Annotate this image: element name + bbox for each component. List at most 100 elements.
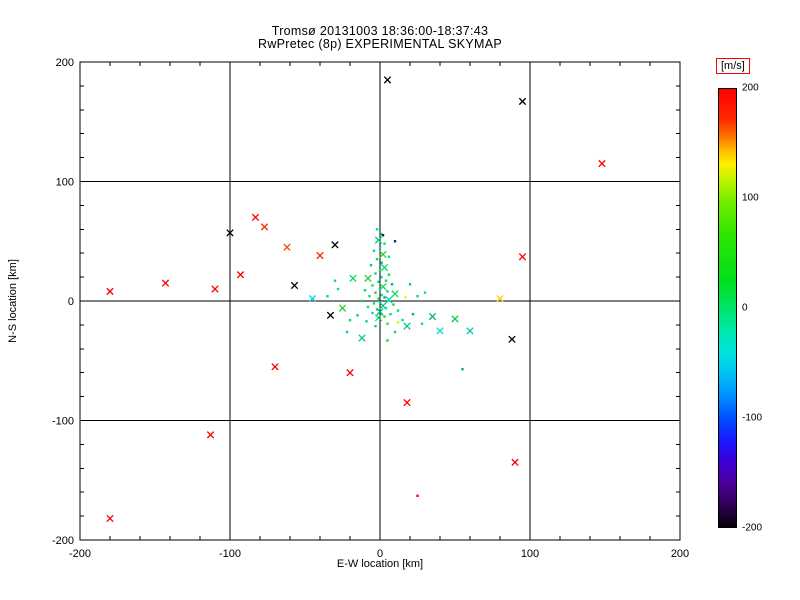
data-point-x-marker — [374, 236, 383, 244]
y-tick-label: 0 — [68, 296, 74, 308]
data-point-x-marker — [508, 335, 516, 343]
data-point-dot — [392, 303, 395, 306]
data-point-x-marker — [380, 263, 389, 272]
data-point-x-marker — [290, 281, 299, 290]
data-point-dot — [384, 306, 388, 310]
data-point-dot — [365, 320, 368, 323]
data-point-dot — [387, 273, 391, 276]
data-point-x-marker — [364, 274, 372, 282]
data-point-dot — [374, 272, 377, 275]
data-point-dot — [378, 300, 382, 304]
data-point-x-marker — [403, 322, 411, 330]
data-point-dot — [404, 296, 407, 299]
data-point-x-marker — [251, 213, 260, 222]
data-point-dot — [383, 242, 386, 245]
data-point-dot — [374, 291, 377, 294]
data-point-dot — [360, 299, 364, 303]
data-point-x-marker — [403, 398, 411, 407]
data-point-x-marker — [283, 243, 291, 251]
data-point-dot — [396, 309, 400, 312]
colorbar — [718, 88, 737, 528]
data-point-x-marker — [511, 458, 519, 466]
data-point-dot — [336, 287, 340, 291]
data-point-x-marker — [466, 327, 474, 335]
data-point-dot — [378, 287, 382, 291]
y-tick-label: -200 — [52, 535, 74, 547]
data-point-dot — [326, 295, 329, 298]
data-point-dot — [348, 318, 352, 322]
y-axis-label: N-S location [km] — [7, 259, 19, 343]
data-point-dot — [371, 284, 374, 287]
colorbar-tick-label: -100 — [742, 412, 763, 424]
data-point-dot — [393, 240, 397, 243]
data-point-x-marker — [374, 314, 383, 322]
data-point-x-marker — [206, 431, 215, 439]
data-point-dot — [371, 311, 374, 315]
x-tick-label: 0 — [377, 548, 383, 560]
data-point-x-marker — [346, 369, 354, 377]
data-point-dot — [416, 494, 419, 497]
chart-title: Tromsø 20131003 18:36:00-18:37:43 — [271, 24, 489, 38]
data-point-dot — [368, 295, 371, 298]
data-point-x-marker — [349, 274, 357, 282]
data-point-dot — [372, 302, 376, 305]
data-point-x-marker — [106, 514, 114, 523]
chart-subtitle: RwPretec (8p) EXPERIMENTAL SKYMAP — [258, 37, 502, 51]
data-point-x-marker — [518, 97, 527, 106]
x-tick-label: 200 — [671, 548, 689, 560]
colorbar-tick-label: 200 — [742, 82, 759, 94]
data-point-x-marker — [385, 296, 393, 304]
data-point-x-marker — [383, 76, 392, 84]
x-tick-label: 100 — [521, 548, 539, 560]
data-point-dot — [401, 318, 404, 322]
data-point-dot — [363, 289, 367, 292]
data-point-x-marker — [518, 253, 527, 261]
data-point-x-marker — [331, 241, 339, 249]
data-point-dot — [372, 249, 376, 253]
data-point-x-marker — [106, 287, 114, 296]
data-point-dot — [423, 291, 427, 294]
data-point-dot — [396, 321, 400, 324]
data-point-dot — [380, 275, 383, 279]
data-point-dot — [390, 283, 394, 286]
data-point-dot — [383, 315, 386, 318]
data-point-dot — [386, 322, 389, 325]
x-tick-label: -200 — [69, 548, 91, 560]
data-point-dot — [383, 296, 386, 299]
data-point-dot — [380, 293, 383, 297]
data-point-x-marker — [436, 327, 444, 335]
x-axis-label: E-W location [km] — [336, 558, 424, 570]
data-point-dot — [386, 290, 389, 293]
data-point-dot — [380, 232, 383, 236]
y-tick-label: 200 — [56, 57, 74, 69]
y-tick-label: -100 — [52, 416, 74, 428]
data-point-x-marker — [496, 294, 504, 303]
data-point-x-marker — [326, 311, 335, 319]
data-point-dot — [374, 324, 377, 328]
data-point-dot — [333, 279, 337, 282]
data-point-dot — [420, 322, 424, 325]
data-point-dot — [377, 297, 380, 300]
data-point-x-marker — [161, 279, 170, 287]
data-point-dot — [389, 312, 392, 316]
colorbar-tick-label: 100 — [742, 192, 759, 204]
data-point-x-marker — [379, 250, 387, 259]
data-point-dot — [345, 330, 349, 334]
data-point-x-marker — [451, 315, 459, 323]
data-point-dot — [393, 330, 397, 334]
data-point-dot — [375, 228, 379, 231]
data-point-dot — [416, 295, 419, 298]
data-point-x-marker — [260, 223, 269, 231]
data-point-dot — [384, 279, 388, 282]
data-point-dot — [386, 339, 389, 342]
data-point-dot — [378, 246, 382, 249]
colorbar-tick-label: 0 — [742, 302, 748, 314]
data-point-x-marker — [211, 285, 219, 293]
data-point-dot — [377, 280, 380, 284]
data-point-x-marker — [226, 229, 234, 237]
data-point-dot — [369, 263, 373, 267]
data-point-x-marker — [376, 308, 384, 316]
data-point-x-marker — [338, 304, 347, 312]
